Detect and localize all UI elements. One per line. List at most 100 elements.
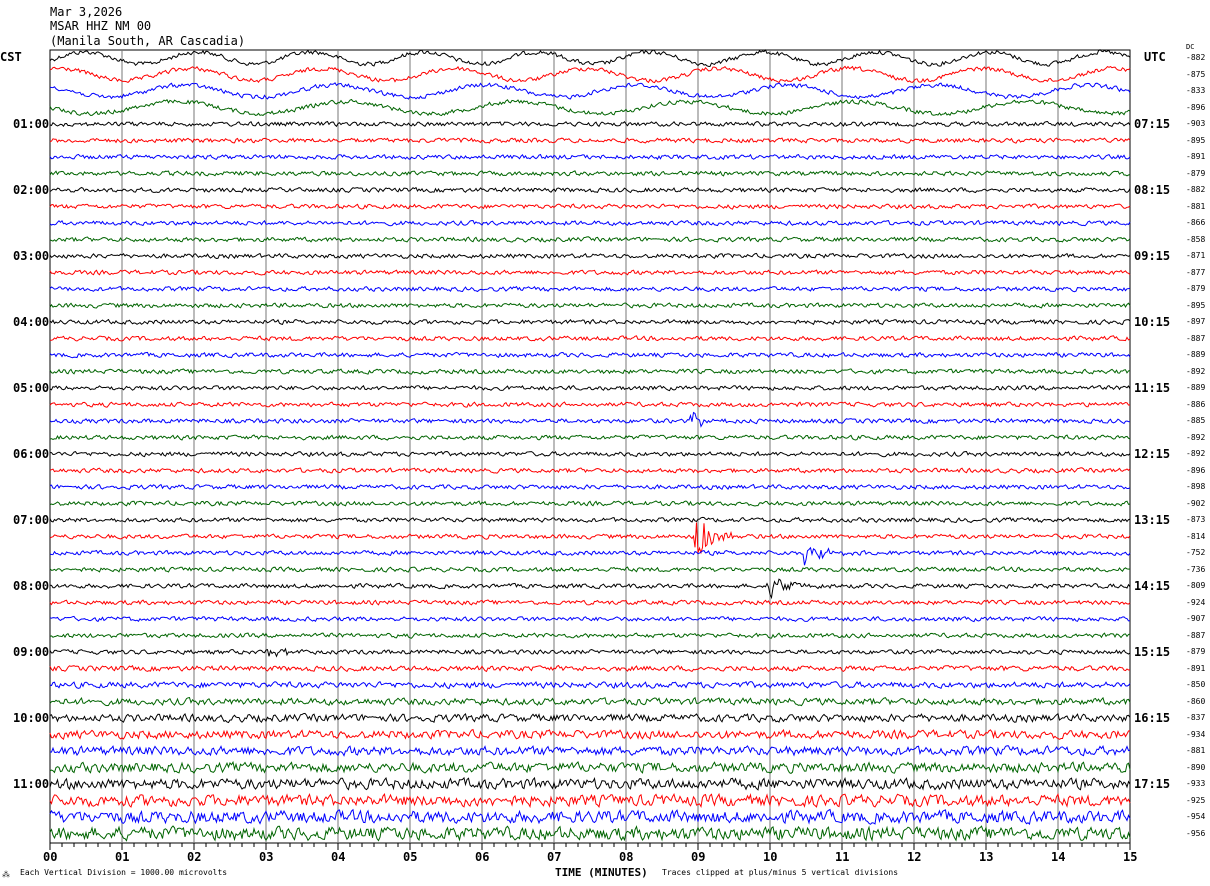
seismic-trace-8 [49,186,1131,194]
seismic-trace-7 [49,170,1131,177]
seismic-trace-31 [49,566,1131,573]
dc-offset-label: -875 [1186,69,1206,79]
dc-offset-label: -881 [1186,746,1206,755]
left-hour-label: 05:00 [13,381,50,395]
dc-offset-label: -895 [1186,300,1206,310]
x-tick-label: 11 [835,850,850,864]
dc-offset-label: -892 [1186,366,1206,376]
seismic-trace-46 [49,808,1131,826]
left-timezone: CST [0,50,22,64]
dc-offset-label: -889 [1186,383,1206,392]
dc-offset-label: -924 [1186,597,1206,607]
right-hour-label: 11:15 [1134,381,1171,395]
right-hour-label: 09:15 [1134,249,1171,263]
seismic-trace-35 [49,632,1131,639]
clip-note: Traces clipped at plus/minus 5 vertical … [662,868,899,877]
dc-offset-label: -897 [1186,317,1206,326]
left-hour-label: 10:00 [13,711,50,725]
dc-offset-label: -837 [1186,713,1206,722]
dc-offset-label: -925 [1186,795,1206,805]
dc-offset-label: -736 [1186,564,1206,574]
seismic-trace-32 [49,578,1131,600]
dc-offset-label: -934 [1186,729,1206,739]
right-timezone: UTC [1144,50,1166,64]
x-tick-label: 14 [1051,850,1066,864]
right-hour-label: 14:15 [1134,579,1171,593]
dc-offset-label: -752 [1186,548,1206,557]
plot-frame [49,49,1131,844]
seismic-trace-33 [49,599,1131,606]
dc-offset-label: -895 [1186,135,1206,145]
dc-offset-label: -896 [1186,102,1206,112]
dc-offset-label: -887 [1186,630,1206,640]
left-hour-label: 04:00 [13,315,50,329]
dc-offset-label: -882 [1186,185,1206,194]
dc-offset-label: -891 [1186,663,1206,673]
seismic-trace-3 [49,98,1131,117]
x-tick-label: 00 [43,850,58,864]
dc-offset-label: -882 [1186,53,1206,62]
seismic-trace-42 [49,744,1131,757]
dc-offset-label: -866 [1186,218,1206,227]
dc-offset-label: -933 [1186,779,1206,788]
seismic-trace-6 [49,153,1131,161]
seismic-trace-37 [49,664,1131,673]
x-tick-label: 02 [187,850,202,864]
x-tick-label: 13 [979,850,994,864]
dc-label: DC [1186,43,1195,51]
dc-offset-label: -858 [1186,234,1206,244]
right-hour-label: 13:15 [1134,513,1171,527]
seismic-trace-21 [49,401,1131,408]
dc-offset-label: -879 [1186,168,1206,178]
dc-offset-label: -809 [1186,581,1206,590]
x-axis-label: TIME (MINUTES) [555,866,648,879]
right-hour-label: 15:15 [1134,645,1171,659]
seismic-trace-40 [49,712,1131,724]
logo-icon: ⁂ [2,870,10,879]
seismic-trace-47 [49,825,1131,842]
x-tick-label: 15 [1123,850,1138,864]
left-hour-label: 02:00 [13,183,50,197]
left-hour-label: 11:00 [13,777,50,791]
seismic-trace-9 [49,203,1131,210]
dc-offset-label: -903 [1186,119,1206,128]
dc-offset-label: -889 [1186,350,1206,359]
dc-offset-label: -885 [1186,416,1206,425]
dc-offset-label: -892 [1186,449,1206,458]
seismic-trace-22 [49,411,1131,428]
x-tick-label: 06 [475,850,490,864]
seismic-trace-2 [49,82,1131,100]
left-hour-label: 06:00 [13,447,50,461]
seismic-trace-14 [49,285,1131,293]
seismic-trace-34 [49,615,1131,623]
location-label: (Manila South, AR Cascadia) [50,34,246,48]
seismic-trace-29 [49,522,1131,555]
dc-offset-label: -877 [1186,267,1206,277]
left-hour-label: 08:00 [13,579,50,593]
dc-offset-label: -886 [1186,399,1206,409]
dc-offset-label: -896 [1186,465,1206,475]
seismic-trace-39 [49,696,1131,707]
left-hour-label: 03:00 [13,249,50,263]
seismic-trace-19 [49,368,1131,375]
dc-offset-label: -890 [1186,762,1206,772]
dc-offset-label: -871 [1186,251,1206,260]
seismic-trace-43 [49,760,1131,774]
dc-offset-label: -814 [1186,531,1206,541]
left-hour-label: 01:00 [13,117,50,131]
seismic-trace-1 [49,65,1131,84]
seismic-trace-27 [49,500,1131,507]
right-hour-label: 08:15 [1134,183,1171,197]
x-tick-label: 04 [331,850,346,864]
seismic-trace-13 [49,269,1131,276]
date-label: Mar 3,2026 [50,5,123,19]
seismic-trace-20 [49,384,1131,392]
seismic-trace-16 [49,318,1131,326]
seismic-trace-17 [50,335,1131,342]
right-hour-label: 10:15 [1134,315,1171,329]
seismic-trace-10 [49,219,1131,227]
dc-offset-label: -956 [1186,828,1206,838]
dc-offset-label: -898 [1186,482,1206,491]
seismic-trace-11 [49,236,1131,243]
left-hour-label: 07:00 [13,513,50,527]
